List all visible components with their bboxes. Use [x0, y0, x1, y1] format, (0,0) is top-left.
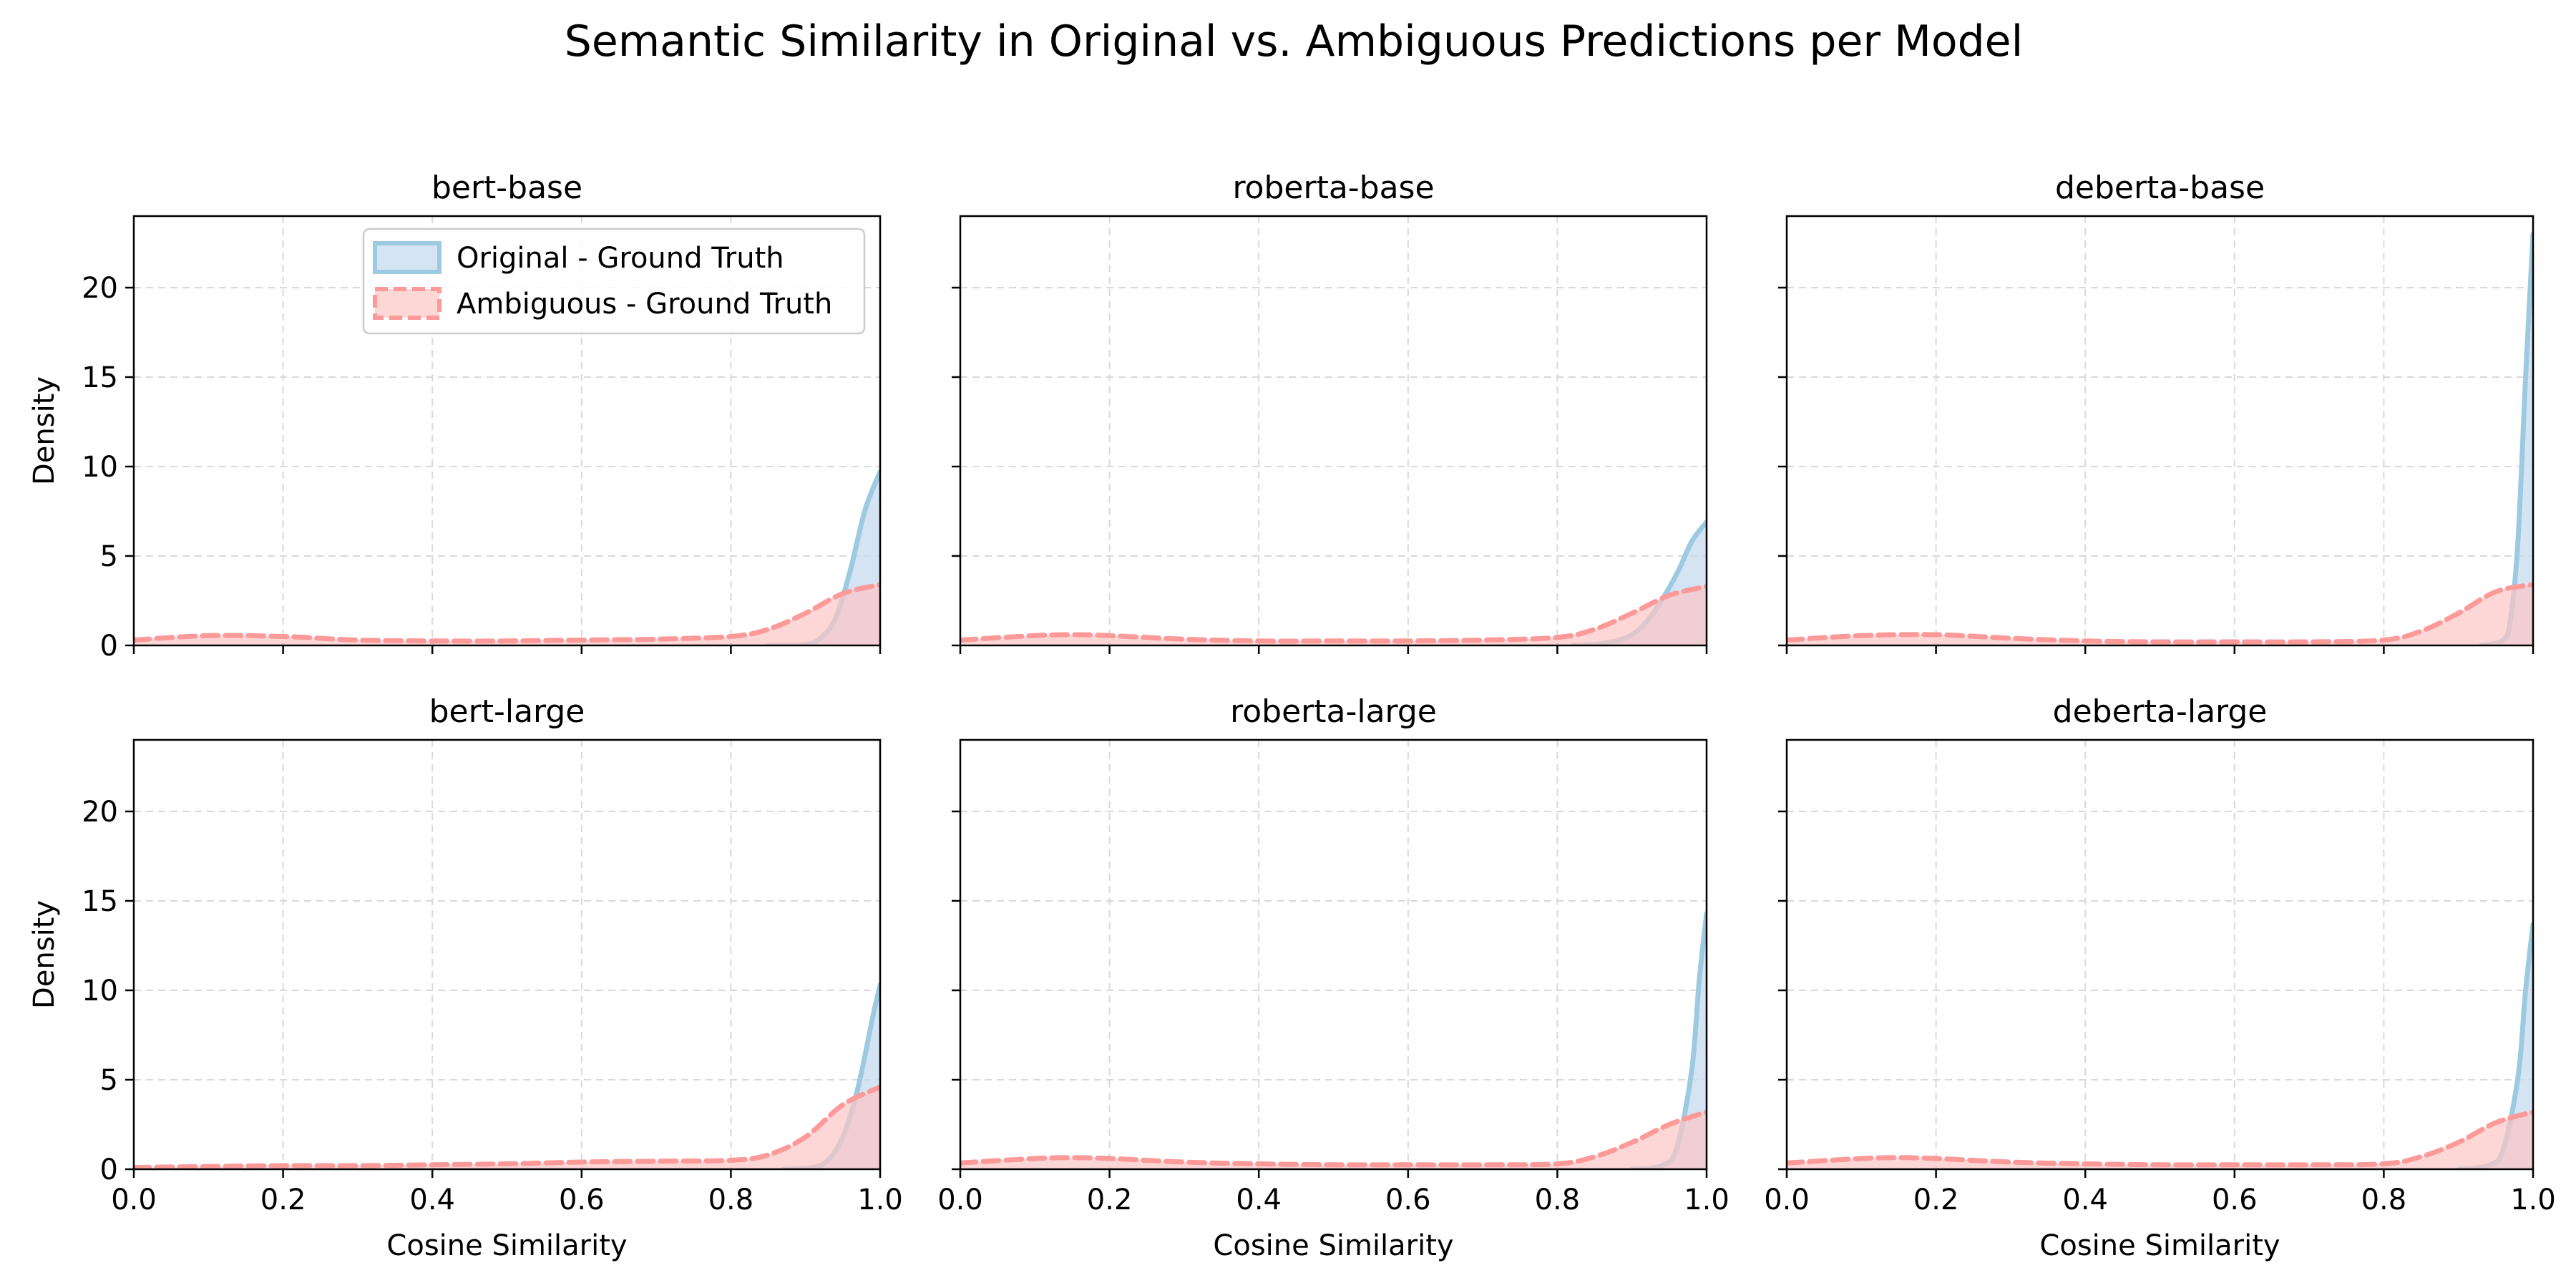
- ambiguous-legend-swatch: [373, 287, 441, 320]
- ambiguous-density-fill: [1787, 585, 2533, 645]
- ambiguous-density-fill: [960, 1112, 1707, 1169]
- axes-frame: [959, 215, 1708, 647]
- x-axis-label: Cosine Similarity: [386, 1229, 627, 1262]
- plot-area: [960, 911, 1707, 1169]
- axes-frame: [1785, 215, 2534, 647]
- x-tick-label: 0.0: [937, 1184, 983, 1216]
- subplot-title: deberta-large: [2053, 693, 2268, 730]
- axes-frame: [132, 215, 882, 647]
- ambiguous-density-fill: [1787, 1112, 2533, 1169]
- plot-area: [134, 982, 880, 1169]
- x-tick-label: 0.4: [1236, 1184, 1282, 1216]
- legend-frame: [362, 228, 866, 335]
- plot-area: [1787, 231, 2533, 645]
- x-tick-label: 0.8: [708, 1184, 754, 1216]
- axes-frame: [959, 738, 1708, 1171]
- subplot-deberta-base: deberta-base: [1778, 170, 2534, 654]
- y-tick-label: 10: [82, 975, 118, 1008]
- subplot-title: roberta-base: [1232, 170, 1434, 206]
- x-tick-label: 0.2: [1087, 1184, 1133, 1216]
- x-tick-label: 0.4: [409, 1184, 455, 1216]
- x-tick-label: 0.8: [2361, 1184, 2407, 1216]
- figure-title: Semantic Similarity in Original vs. Ambi…: [565, 16, 2024, 67]
- ambiguous-density-line: [1787, 1109, 2533, 1168]
- y-tick-label: 20: [82, 272, 118, 305]
- original-legend-swatch: [373, 241, 441, 274]
- y-tick-label: 10: [82, 451, 118, 484]
- subplot-title: bert-large: [429, 693, 585, 730]
- x-tick-label: 1.0: [1684, 1184, 1729, 1216]
- axes-frame: [132, 738, 882, 1171]
- original-legend-label: Original - Ground Truth: [457, 242, 784, 275]
- plot-area: [960, 519, 1707, 645]
- subplot-bert-base: 0 5 10 15 20 bert-base Density Original - Groun…: [28, 170, 882, 663]
- legend: Original - Ground Truth Ambiguous - Groun…: [362, 228, 866, 335]
- subplot-grid: 0 5 10 15 20 bert-base Density Original - Groun…: [28, 170, 2556, 1262]
- x-tick-label: 0.8: [1535, 1184, 1581, 1216]
- y-tick-label: 5: [100, 540, 118, 573]
- plot-area: [1787, 922, 2533, 1169]
- y-tick-label: 0: [100, 630, 118, 663]
- ambiguous-density-line: [960, 1109, 1707, 1168]
- ambiguous-density-line: [134, 582, 880, 644]
- y-axis-label: Density: [28, 376, 61, 485]
- y-tick-label: 0: [100, 1153, 118, 1186]
- x-tick-label: 0.2: [1913, 1184, 1959, 1216]
- ambiguous-density-line: [960, 584, 1707, 644]
- y-tick-label: 15: [82, 885, 118, 918]
- x-axis-label: Cosine Similarity: [1213, 1229, 1453, 1262]
- x-tick-label: 1.0: [2510, 1184, 2556, 1216]
- x-axis-label: Cosine Similarity: [2039, 1229, 2280, 1262]
- ambiguous-density-fill: [960, 586, 1707, 645]
- y-axis-label: Density: [28, 900, 61, 1009]
- x-tick-label: 0.6: [1385, 1184, 1431, 1216]
- x-tick-label: 0.0: [111, 1184, 157, 1216]
- subplot-title: roberta-large: [1230, 693, 1437, 730]
- x-tick-label: 0.6: [559, 1184, 605, 1216]
- x-tick-label: 0.0: [1764, 1184, 1810, 1216]
- axes-frame: [1785, 738, 2534, 1171]
- subplot-bert-large: 0.0 0.2 0.4 0.6 0.8 1.0 0 5 10 15 20 bert-large Cosi…: [28, 693, 903, 1262]
- ambiguous-density-line: [134, 1084, 880, 1169]
- ambiguous-density-fill: [134, 585, 880, 645]
- y-tick-label: 20: [82, 796, 118, 829]
- subplot-title: bert-base: [431, 170, 582, 206]
- subplot-deberta-large: 0.0 0.2 0.4 0.6 0.8 1.0 deberta-large Cosine Si…: [1764, 693, 2556, 1262]
- ambiguous-legend-label: Ambiguous - Ground Truth: [457, 288, 832, 321]
- subplot-title: deberta-base: [2055, 170, 2265, 206]
- ambiguous-density-fill: [134, 1087, 880, 1169]
- y-tick-label: 15: [82, 361, 118, 394]
- x-tick-label: 0.4: [2062, 1184, 2108, 1216]
- subplot-roberta-base: roberta-base: [952, 170, 1708, 654]
- y-tick-label: 5: [100, 1064, 118, 1097]
- x-tick-label: 0.6: [2212, 1184, 2258, 1216]
- x-tick-label: 0.2: [260, 1184, 306, 1216]
- subplot-roberta-large: 0.0 0.2 0.4 0.6 0.8 1.0 roberta-large Cosine Si…: [937, 693, 1729, 1262]
- x-tick-label: 1.0: [857, 1184, 903, 1216]
- ambiguous-density-line: [1787, 582, 2533, 645]
